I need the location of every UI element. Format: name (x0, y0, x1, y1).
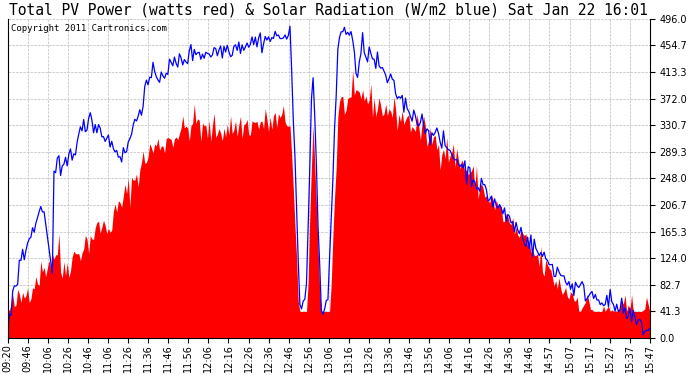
Title: Total PV Power (watts red) & Solar Radiation (W/m2 blue) Sat Jan 22 16:01: Total PV Power (watts red) & Solar Radia… (10, 3, 648, 18)
Text: Copyright 2011 Cartronics.com: Copyright 2011 Cartronics.com (11, 24, 167, 33)
